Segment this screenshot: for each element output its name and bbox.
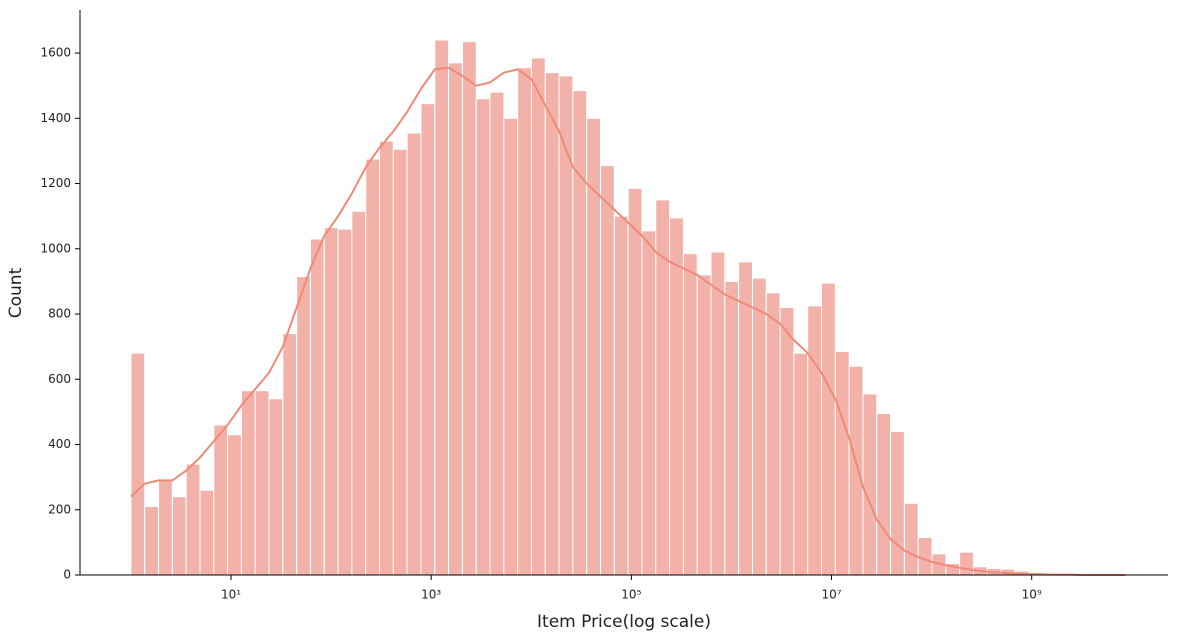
x-tick-label: 10¹	[221, 588, 241, 602]
bar	[379, 140, 394, 576]
bar	[171, 496, 187, 576]
bar	[959, 551, 974, 576]
bar	[461, 41, 477, 576]
bar	[517, 67, 532, 576]
bar	[406, 132, 422, 576]
bar	[848, 365, 864, 576]
x-tick-label: 10⁷	[821, 588, 841, 602]
bar	[213, 424, 229, 576]
y-tick-label: 800	[48, 307, 71, 321]
bar	[627, 187, 643, 576]
bar	[268, 398, 284, 576]
bar	[489, 91, 505, 576]
bar	[392, 148, 408, 576]
bar	[337, 228, 353, 576]
bar	[448, 62, 463, 576]
bar	[710, 251, 726, 576]
y-tick-label: 400	[48, 437, 71, 451]
bar	[807, 305, 823, 576]
bar	[779, 307, 795, 576]
bar	[130, 352, 146, 576]
bar	[296, 276, 311, 576]
bar	[917, 536, 933, 576]
bar	[254, 390, 270, 576]
bar	[503, 117, 519, 576]
y-tick-label: 1000	[40, 241, 71, 255]
bar	[834, 351, 850, 576]
bar	[309, 238, 325, 576]
y-tick-label: 1600	[40, 46, 71, 60]
bar	[793, 352, 809, 576]
bar	[420, 103, 436, 576]
x-tick-label: 10⁵	[621, 588, 641, 602]
bar	[475, 98, 491, 576]
bar	[282, 333, 298, 576]
bar	[351, 210, 367, 576]
bar	[903, 502, 919, 576]
bar	[323, 227, 339, 576]
bar	[158, 479, 173, 576]
x-tick-label: 10⁹	[1022, 588, 1042, 602]
bar	[751, 277, 767, 576]
bar	[669, 217, 684, 576]
bar	[530, 57, 546, 576]
bar	[890, 430, 905, 576]
bar	[876, 413, 892, 576]
bar	[544, 72, 560, 576]
bar	[434, 39, 450, 576]
y-axis-title: Count	[6, 267, 26, 318]
bar	[199, 489, 215, 576]
x-tick-label: 10³	[421, 588, 441, 602]
bar	[724, 280, 740, 576]
y-tick-label: 600	[48, 372, 71, 386]
y-tick-label: 1400	[40, 111, 71, 125]
bar	[227, 434, 242, 576]
y-tick-label: 200	[48, 502, 71, 516]
y-tick-label: 1200	[40, 176, 71, 190]
kde-line	[130, 66, 1126, 576]
bar	[862, 393, 878, 576]
bar	[240, 390, 256, 576]
bar	[572, 90, 588, 576]
x-axis-title: Item Price(log scale)	[537, 612, 711, 632]
bar	[365, 158, 381, 576]
bar	[821, 282, 836, 576]
bar	[600, 165, 615, 576]
bar	[682, 253, 698, 576]
bar	[765, 292, 781, 576]
bar	[738, 261, 753, 576]
bar	[641, 230, 657, 576]
bar	[144, 505, 160, 576]
bar	[613, 215, 629, 576]
y-tick-label: 0	[63, 568, 71, 582]
bar	[696, 274, 712, 576]
bar	[185, 463, 201, 576]
